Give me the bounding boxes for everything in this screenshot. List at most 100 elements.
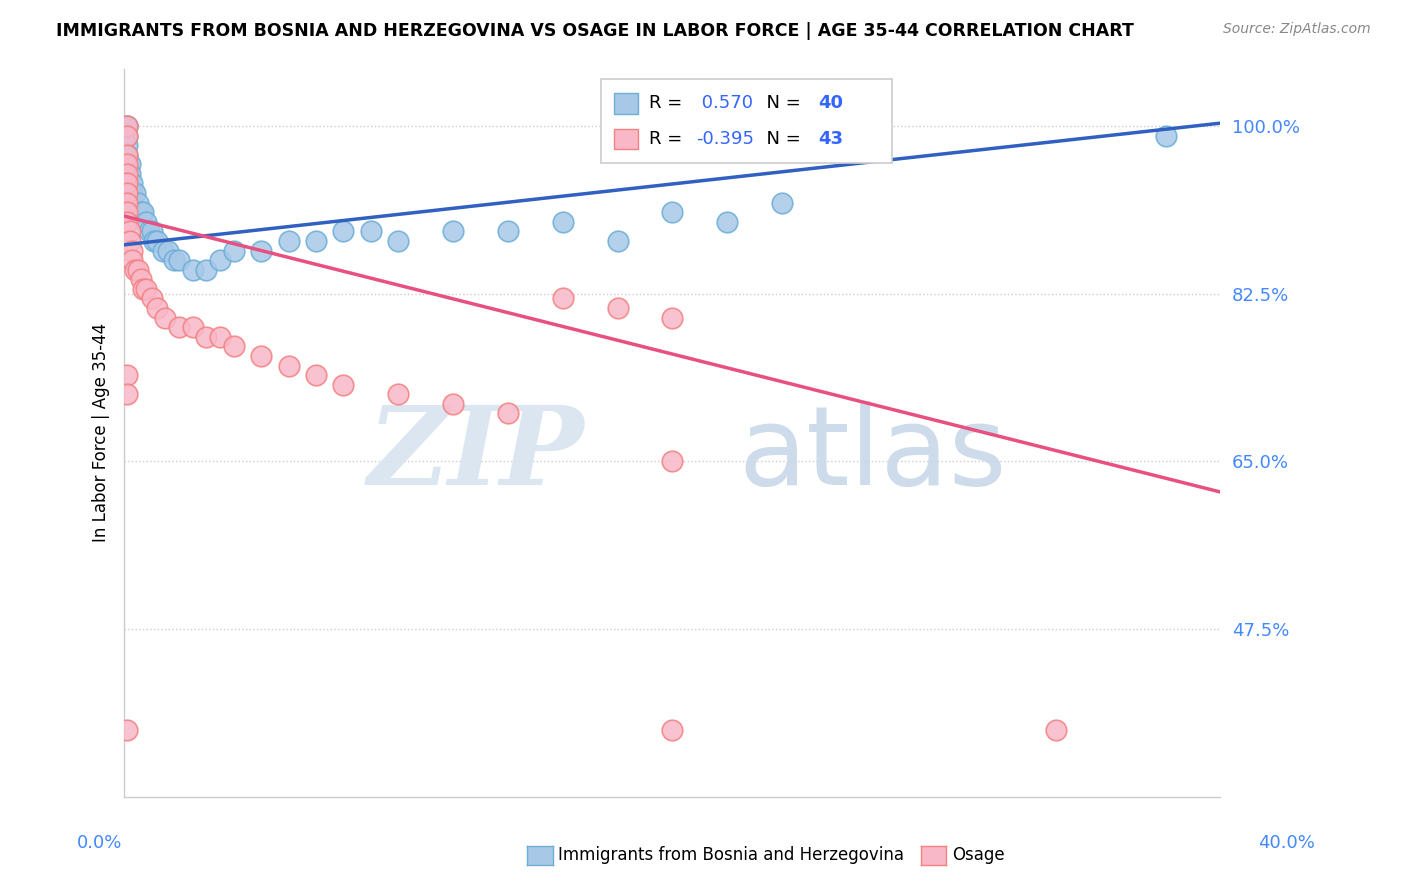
Point: [115, 723, 138, 737]
Point: [118, 157, 141, 171]
Point: [146, 301, 169, 315]
Point: [124, 186, 146, 200]
Point: [661, 205, 683, 219]
Point: [250, 349, 273, 363]
Text: ZIP: ZIP: [368, 401, 585, 508]
Text: Osage: Osage: [952, 846, 1004, 863]
Point: [152, 244, 174, 258]
Text: R =: R =: [650, 130, 689, 148]
Point: [155, 310, 177, 325]
Point: [146, 234, 169, 248]
Text: 0.0%: 0.0%: [77, 834, 122, 852]
Point: [115, 128, 138, 143]
Point: [181, 320, 204, 334]
Point: [121, 177, 143, 191]
Point: [115, 119, 138, 133]
Point: [115, 157, 138, 171]
Point: [167, 253, 190, 268]
Point: [441, 397, 464, 411]
Point: [118, 167, 141, 181]
Point: [115, 147, 138, 161]
Point: [222, 339, 245, 353]
Point: [222, 244, 245, 258]
Point: [305, 368, 328, 383]
Point: [135, 282, 157, 296]
Point: [115, 177, 138, 191]
Point: [115, 195, 138, 210]
Point: [115, 119, 138, 133]
Point: [496, 224, 519, 238]
Point: [195, 330, 218, 344]
Point: [1154, 128, 1177, 143]
Point: [387, 387, 409, 401]
Text: atlas: atlas: [738, 401, 1007, 508]
Text: N =: N =: [755, 130, 806, 148]
Point: [143, 234, 166, 248]
Point: [496, 407, 519, 421]
Point: [132, 282, 155, 296]
Point: [716, 215, 738, 229]
Text: IMMIGRANTS FROM BOSNIA AND HERZEGOVINA VS OSAGE IN LABOR FORCE | AGE 35-44 CORRE: IMMIGRANTS FROM BOSNIA AND HERZEGOVINA V…: [56, 22, 1135, 40]
Point: [250, 244, 273, 258]
Point: [606, 234, 628, 248]
Point: [195, 262, 218, 277]
Point: [115, 138, 138, 153]
Point: [141, 292, 163, 306]
Point: [551, 292, 574, 306]
Point: [127, 262, 149, 277]
Point: [167, 320, 190, 334]
Point: [305, 234, 328, 248]
Point: [277, 359, 299, 373]
Text: R =: R =: [650, 95, 689, 112]
Point: [277, 234, 299, 248]
Point: [118, 224, 141, 238]
Y-axis label: In Labor Force | Age 35-44: In Labor Force | Age 35-44: [93, 323, 110, 542]
Point: [162, 253, 184, 268]
Point: [332, 377, 354, 392]
Point: [121, 253, 143, 268]
Text: Source: ZipAtlas.com: Source: ZipAtlas.com: [1223, 22, 1371, 37]
Point: [1045, 723, 1067, 737]
Point: [551, 215, 574, 229]
Point: [606, 301, 628, 315]
Point: [124, 262, 146, 277]
FancyBboxPatch shape: [614, 129, 638, 149]
Point: [332, 224, 354, 238]
Point: [141, 224, 163, 238]
Point: [138, 224, 160, 238]
Point: [115, 186, 138, 200]
Point: [129, 205, 152, 219]
Point: [115, 147, 138, 161]
Point: [115, 167, 138, 181]
Point: [115, 387, 138, 401]
Text: 43: 43: [818, 130, 844, 148]
Point: [661, 454, 683, 468]
Point: [661, 310, 683, 325]
Point: [770, 195, 793, 210]
Point: [132, 205, 155, 219]
Point: [209, 253, 232, 268]
Text: 0.570: 0.570: [696, 95, 754, 112]
Point: [115, 119, 138, 133]
Point: [441, 224, 464, 238]
Point: [121, 186, 143, 200]
FancyBboxPatch shape: [602, 79, 891, 163]
Text: 40: 40: [818, 95, 844, 112]
Point: [360, 224, 382, 238]
Point: [157, 244, 180, 258]
Point: [115, 205, 138, 219]
Point: [118, 234, 141, 248]
Text: Immigrants from Bosnia and Herzegovina: Immigrants from Bosnia and Herzegovina: [558, 846, 904, 863]
Point: [181, 262, 204, 277]
Point: [129, 272, 152, 286]
Point: [127, 195, 149, 210]
Text: -0.395: -0.395: [696, 130, 755, 148]
Point: [209, 330, 232, 344]
Point: [135, 215, 157, 229]
FancyBboxPatch shape: [614, 94, 638, 113]
Point: [115, 368, 138, 383]
Point: [115, 128, 138, 143]
Point: [661, 723, 683, 737]
Point: [121, 244, 143, 258]
Text: 40.0%: 40.0%: [1258, 834, 1315, 852]
